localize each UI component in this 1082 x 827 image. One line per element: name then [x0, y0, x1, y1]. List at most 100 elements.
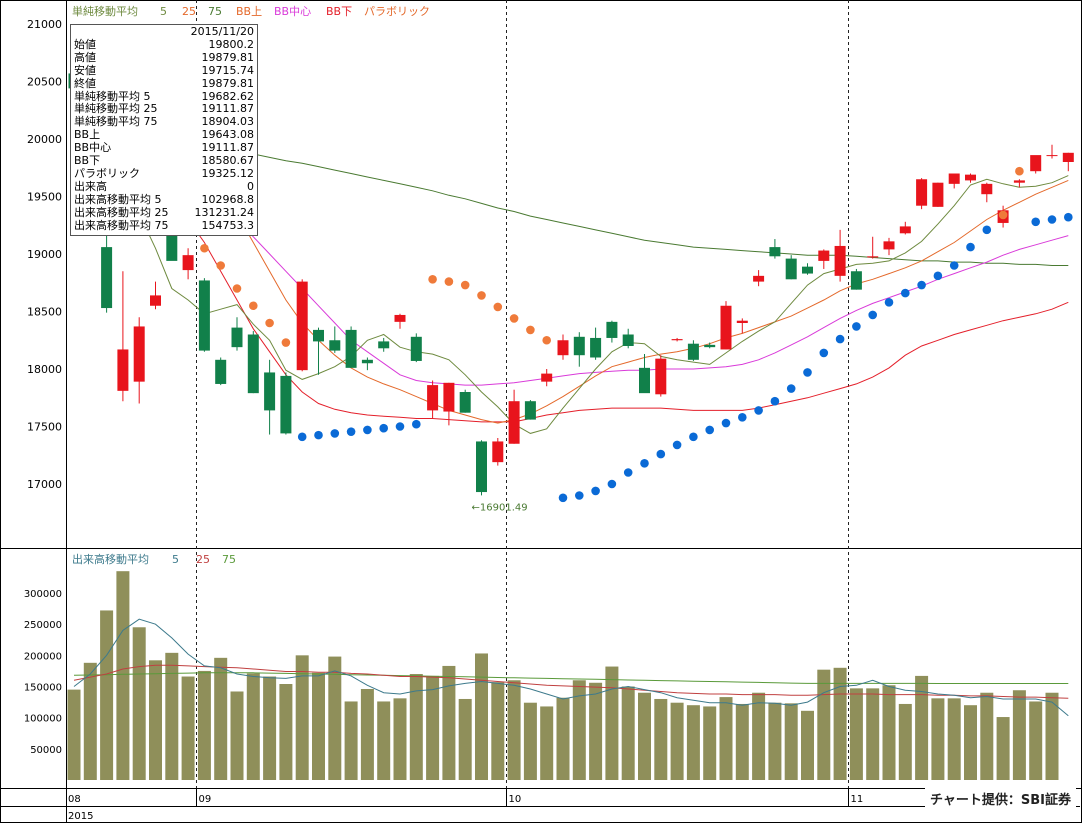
- parabolic-dot: [249, 301, 258, 311]
- volume-bar: [589, 682, 603, 780]
- candle: [590, 327, 602, 360]
- legend-label: BB上: [236, 5, 262, 18]
- candle-body: [671, 339, 683, 341]
- candle: [883, 237, 895, 256]
- tooltip-label: 始値: [74, 37, 96, 51]
- tooltip-row: パラボリック 19325.12: [74, 166, 254, 181]
- volume-bar: [523, 702, 537, 780]
- volume-bar: [784, 703, 798, 780]
- candle-body: [296, 281, 308, 371]
- parabolic-dot: [509, 314, 519, 323]
- candle: [769, 239, 781, 259]
- parabolic-dot: [982, 225, 992, 235]
- parabolic-dot: [998, 210, 1008, 220]
- candle-body: [508, 401, 520, 444]
- parabolic-dot: [363, 425, 372, 435]
- parabolic-dot: [330, 429, 340, 438]
- volume-legend-label: 25: [196, 553, 210, 566]
- candle-body: [687, 343, 699, 360]
- price-tick-label: 18500: [27, 306, 62, 319]
- volume-bar: [83, 662, 97, 780]
- candle-body: [834, 245, 846, 276]
- candle-body: [948, 173, 960, 184]
- candle: [508, 389, 520, 444]
- legend-label: パラボリック: [364, 5, 430, 18]
- volume-bar: [230, 691, 244, 780]
- tooltip-value: 0: [247, 179, 254, 193]
- volume-bar: [866, 688, 880, 780]
- candle-body: [443, 382, 455, 412]
- volume-bar: [165, 652, 179, 780]
- tooltip-value: 18580.67: [201, 154, 255, 168]
- tooltip-label: BB上: [74, 128, 101, 142]
- tooltip-value: 18904.03: [201, 115, 255, 129]
- candle: [736, 318, 748, 334]
- candle: [524, 400, 536, 420]
- volume-bar: [132, 627, 146, 780]
- volume-bar: [181, 676, 195, 780]
- volume-bar: [1029, 701, 1043, 780]
- candle: [198, 278, 210, 352]
- candle-body: [117, 349, 129, 391]
- candle-body: [459, 392, 471, 413]
- candle-body: [329, 340, 341, 351]
- tooltip-row: BB中心 19111.87: [74, 141, 254, 155]
- candle-body: [704, 344, 716, 348]
- candle-body: [345, 329, 357, 368]
- volume-bar: [996, 717, 1010, 780]
- candle: [476, 440, 487, 496]
- x-tick-label: 09: [199, 794, 212, 805]
- candle: [117, 271, 129, 402]
- volume-bar: [214, 657, 228, 780]
- candle: [948, 173, 960, 189]
- candle: [231, 317, 243, 351]
- candle-body: [883, 241, 895, 250]
- parabolic-dot: [542, 335, 551, 345]
- legend-label: 単純移動平均: [72, 4, 138, 18]
- x-tick-label: 10: [509, 794, 522, 805]
- candle: [932, 182, 944, 207]
- candle-body: [101, 247, 113, 309]
- parabolic-dot: [754, 406, 763, 415]
- volume-ma75-line: [73, 672, 1069, 684]
- parabolic-dot: [200, 243, 209, 253]
- candle-body: [1013, 180, 1025, 183]
- volume-ma5-line: [73, 618, 1069, 717]
- candle: [1013, 179, 1025, 188]
- price-tick-label: 20000: [27, 133, 62, 146]
- volume-bar: [980, 692, 994, 780]
- volume-bar: [246, 673, 260, 780]
- parabolic-dot: [623, 468, 633, 477]
- candle: [720, 301, 732, 350]
- volume-bar: [849, 688, 863, 780]
- candle-body: [802, 266, 813, 274]
- tooltip-label: パラボリック: [74, 166, 140, 180]
- candle-body: [264, 372, 276, 411]
- volume-bar: [964, 705, 977, 780]
- candle: [1062, 152, 1074, 172]
- parabolic-dot: [477, 291, 486, 300]
- volume-bar: [197, 670, 211, 780]
- tooltip-label: 出来高移動平均 75: [74, 218, 169, 232]
- tooltip-label: 出来高移動平均 25: [74, 205, 169, 219]
- volume-tick-label: 200000: [24, 651, 62, 662]
- tooltip-label: 出来高: [74, 179, 107, 193]
- volume-bar: [475, 653, 488, 780]
- candle-body: [133, 326, 145, 382]
- candle: [264, 359, 276, 435]
- candle-body: [215, 359, 227, 384]
- candle-body: [590, 337, 602, 358]
- parabolic-dot: [591, 486, 600, 496]
- candle-body: [818, 250, 830, 261]
- parabolic-dot: [346, 427, 356, 436]
- candle-body: [1046, 155, 1058, 157]
- volume-bar: [458, 698, 472, 780]
- parabolic-dot: [738, 413, 747, 422]
- volume-bar: [703, 706, 717, 780]
- volume-bar: [572, 680, 586, 780]
- parabolic-dot: [526, 325, 535, 335]
- candle: [313, 327, 324, 375]
- candle: [785, 255, 797, 280]
- volume-bar: [426, 675, 440, 780]
- candle-body: [492, 441, 504, 463]
